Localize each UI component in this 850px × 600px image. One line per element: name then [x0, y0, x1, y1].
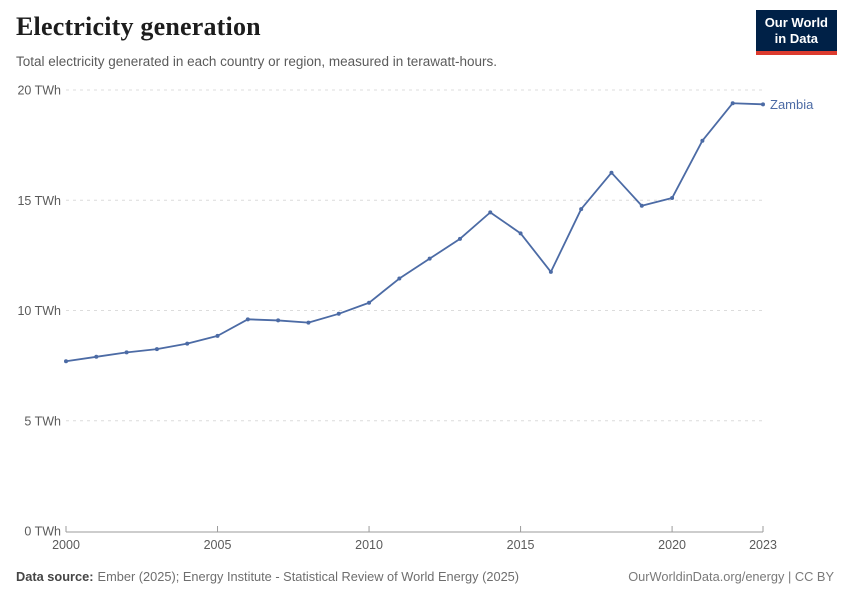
- data-source-value: Ember (2025); Energy Institute - Statist…: [97, 569, 520, 584]
- data-point-marker[interactable]: [548, 269, 553, 274]
- data-point-marker[interactable]: [397, 276, 402, 281]
- data-point-marker[interactable]: [700, 138, 705, 143]
- chart-footer: Data source: Ember (2025); Energy Institu…: [16, 569, 834, 584]
- x-tick-label: 2015: [507, 538, 535, 552]
- data-point-marker[interactable]: [245, 317, 250, 322]
- data-point-marker[interactable]: [215, 333, 220, 338]
- data-point-marker[interactable]: [761, 102, 765, 107]
- data-point-marker[interactable]: [518, 231, 523, 236]
- chart-title: Electricity generation: [16, 12, 261, 41]
- data-point-marker[interactable]: [64, 359, 68, 364]
- y-tick-label: 0 TWh: [24, 525, 61, 539]
- x-tick-label: 2005: [204, 538, 232, 552]
- owid-logo[interactable]: Our World in Data: [755, 10, 837, 55]
- data-point-marker[interactable]: [427, 256, 432, 261]
- data-point-marker[interactable]: [457, 236, 462, 241]
- y-tick-label: 10 TWh: [17, 304, 61, 318]
- data-point-marker[interactable]: [670, 196, 675, 201]
- data-point-marker[interactable]: [276, 318, 281, 323]
- data-point-marker[interactable]: [639, 203, 644, 208]
- data-point-marker[interactable]: [367, 300, 372, 305]
- chart-subtitle: Total electricity generated in each coun…: [16, 54, 497, 69]
- y-tick-label: 5 TWh: [24, 414, 61, 428]
- data-point-marker[interactable]: [94, 354, 99, 359]
- data-point-marker[interactable]: [306, 320, 311, 325]
- x-tick-label: 2000: [52, 538, 80, 552]
- x-tick-label: 2020: [658, 538, 686, 552]
- y-tick-label: 15 TWh: [17, 194, 61, 208]
- data-point-marker[interactable]: [579, 207, 584, 212]
- owid-logo-line2: in Data: [774, 31, 819, 47]
- chart-svg: 0 TWh 5 TWh 10 TWh 15 TWh 20 TWh 2000 2005 2010…: [17, 84, 814, 553]
- y-tick-label: 20 TWh: [17, 84, 61, 98]
- x-tick-label: 2023: [749, 538, 777, 552]
- data-point-marker[interactable]: [336, 311, 341, 316]
- data-source: Data source: Ember (2025); Energy Institu…: [16, 569, 519, 584]
- data-point-marker[interactable]: [124, 350, 129, 355]
- data-source-label: Data source:: [16, 569, 94, 584]
- data-point-marker[interactable]: [730, 101, 735, 106]
- owid-logo-line1: Our World: [764, 15, 828, 30]
- data-point-marker[interactable]: [609, 170, 614, 175]
- data-point-marker[interactable]: [185, 341, 190, 346]
- data-point-marker[interactable]: [488, 210, 493, 215]
- data-point-marker[interactable]: [154, 347, 159, 352]
- series-line[interactable]: [65, 102, 764, 363]
- series-label[interactable]: Zambia: [770, 97, 814, 112]
- x-tick-label: 2010: [355, 538, 383, 552]
- credit-link[interactable]: OurWorldinData.org/energy | CC BY: [628, 569, 834, 584]
